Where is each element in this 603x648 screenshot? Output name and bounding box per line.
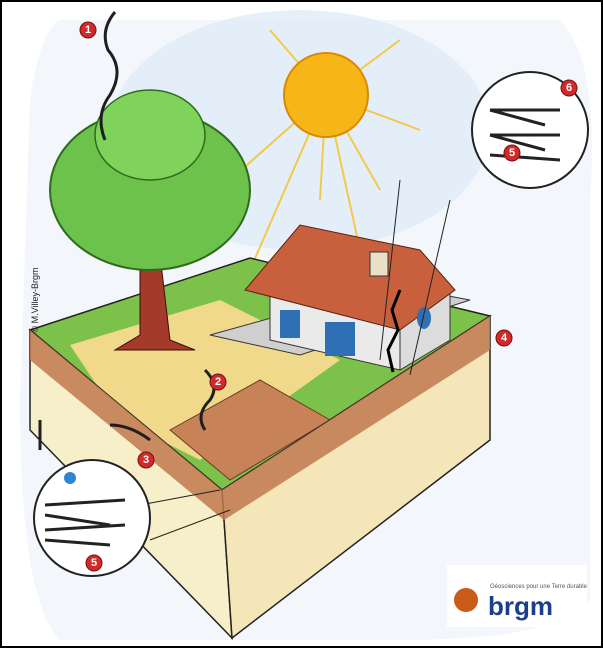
marker: 4 <box>496 330 512 346</box>
illustration: © M.Villey-Brgm Géosciences pour une Ter… <box>0 0 603 648</box>
window <box>280 310 300 338</box>
credit: © M.Villey-Brgm <box>30 268 40 333</box>
chimney <box>370 252 388 276</box>
marker: 3 <box>138 452 154 468</box>
tree-crown <box>95 90 205 180</box>
marker: 6 <box>561 80 577 96</box>
logo-tagline: Géosciences pour une Terre durable <box>490 584 588 590</box>
marker-label: 2 <box>215 376 221 388</box>
marker: 5 <box>504 145 520 161</box>
logo-name: brgm <box>488 591 553 621</box>
logo-mark <box>454 588 478 612</box>
marker-label: 5 <box>91 557 97 569</box>
marker-label: 3 <box>143 454 149 466</box>
marker: 1 <box>80 22 96 38</box>
sun <box>284 53 368 137</box>
marker-label: 4 <box>501 332 508 344</box>
window <box>417 307 431 329</box>
logo: Géosciences pour une Terre durable brgm <box>447 565 588 627</box>
water-drop <box>64 472 76 484</box>
window <box>325 322 355 356</box>
marker: 5 <box>86 555 102 571</box>
marker: 2 <box>210 374 226 390</box>
marker-label: 6 <box>566 82 572 94</box>
marker-label: 1 <box>85 24 91 36</box>
marker-label: 5 <box>509 147 515 159</box>
